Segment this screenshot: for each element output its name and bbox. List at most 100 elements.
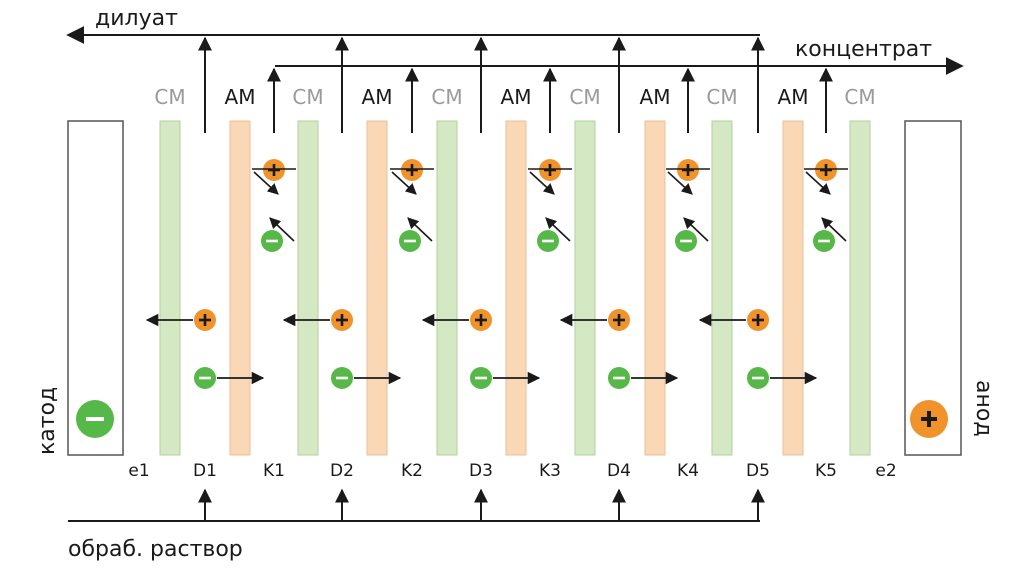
anion-reject-arrow bbox=[545, 217, 558, 230]
cation-reject-arrow bbox=[667, 171, 693, 195]
ion-sign-v bbox=[548, 164, 552, 176]
cation-diluate bbox=[470, 309, 492, 331]
cation-reject-arrow bbox=[391, 171, 417, 195]
anode-label: анод bbox=[971, 380, 996, 437]
chamber-label-d3: D3 bbox=[469, 461, 493, 481]
diluate-label: дилуат bbox=[95, 6, 178, 31]
ion-sign-v bbox=[272, 164, 276, 176]
ion-sign-h bbox=[404, 239, 416, 243]
am-label: АМ bbox=[640, 85, 671, 109]
chamber-label-k1: K1 bbox=[263, 461, 285, 481]
ion-sign-v bbox=[410, 164, 414, 176]
ion-sign-h bbox=[542, 239, 554, 243]
cation-membrane bbox=[159, 120, 181, 456]
ion-sign-h bbox=[752, 376, 764, 380]
cm-label: СМ bbox=[292, 85, 323, 109]
cation-diluate bbox=[608, 309, 630, 331]
ion-sign-v bbox=[340, 314, 344, 326]
am-label: АМ bbox=[362, 85, 393, 109]
diluate-outlet: дилуат bbox=[66, 6, 760, 44]
ion-sign-h bbox=[818, 239, 830, 243]
feed-label: обраб. раствор bbox=[68, 537, 243, 562]
feed-inlet: обраб. раствор bbox=[68, 520, 760, 562]
am-label: АМ bbox=[778, 85, 809, 109]
ion-sign-h bbox=[266, 239, 278, 243]
ion-sign-h bbox=[336, 376, 348, 380]
ion-sign-v bbox=[203, 314, 207, 326]
anion-reject-arrow bbox=[407, 217, 420, 230]
ion-sign-v bbox=[756, 314, 760, 326]
cathode-electrode bbox=[67, 120, 124, 456]
chamber-label-e2: e2 bbox=[875, 461, 896, 481]
anion-membrane bbox=[229, 120, 251, 456]
chamber-label-k5: K5 bbox=[815, 461, 837, 481]
chamber-label-e1: e1 bbox=[128, 461, 149, 481]
concentrate-label: концентрат bbox=[795, 37, 932, 62]
chamber-label-k3: K3 bbox=[539, 461, 561, 481]
cation-membrane bbox=[574, 120, 596, 456]
anion-diluate bbox=[608, 367, 630, 389]
anion-membrane bbox=[366, 120, 388, 456]
anion-concentrate bbox=[261, 230, 283, 252]
cation-membrane bbox=[849, 120, 871, 456]
anion-reject-arrow bbox=[821, 217, 834, 230]
cation-diluate bbox=[194, 309, 216, 331]
ion-sign-v bbox=[617, 314, 621, 326]
chamber-labels: e1 D1 K1 D2 K2 D3 K3 D4 K4 D5 K5 e2 bbox=[128, 461, 896, 481]
cation-concentrate bbox=[263, 159, 285, 181]
anion-membrane bbox=[644, 120, 666, 456]
am-label: АМ bbox=[501, 85, 532, 109]
cm-label: СМ bbox=[431, 85, 462, 109]
chamber-label-d2: D2 bbox=[330, 461, 354, 481]
anion-concentrate bbox=[675, 230, 697, 252]
cation-diluate bbox=[331, 309, 353, 331]
chamber-flows bbox=[198, 36, 833, 521]
ion-sign-h bbox=[475, 376, 487, 380]
chamber-label-k4: K4 bbox=[677, 461, 699, 481]
anion-membrane bbox=[782, 120, 804, 456]
cation-reject-arrow bbox=[805, 171, 831, 195]
anion-concentrate bbox=[813, 230, 835, 252]
chamber-label-d1: D1 bbox=[193, 461, 217, 481]
anion-diluate bbox=[470, 367, 492, 389]
cation-membrane bbox=[436, 120, 458, 456]
concentrate-outlet: концентрат bbox=[275, 37, 964, 75]
anion-diluate bbox=[747, 367, 769, 389]
cm-label: СМ bbox=[706, 85, 737, 109]
chamber-label-k2: K2 bbox=[401, 461, 423, 481]
anion-concentrate bbox=[399, 230, 421, 252]
anion-membrane bbox=[505, 120, 527, 456]
cation-diluate bbox=[747, 309, 769, 331]
cation-concentrate bbox=[539, 159, 561, 181]
anion-diluate bbox=[331, 367, 353, 389]
ions bbox=[145, 159, 848, 389]
anion-reject-arrow bbox=[683, 217, 696, 230]
am-label: АМ bbox=[225, 85, 256, 109]
anion-diluate bbox=[194, 367, 216, 389]
ion-sign-v bbox=[686, 164, 690, 176]
ion-sign-h bbox=[613, 376, 625, 380]
cation-concentrate bbox=[677, 159, 699, 181]
chamber-label-d4: D4 bbox=[607, 461, 631, 481]
ion-sign-v bbox=[824, 164, 828, 176]
cation-concentrate bbox=[401, 159, 423, 181]
anion-concentrate bbox=[537, 230, 559, 252]
cation-reject-arrow bbox=[253, 171, 279, 195]
anion-reject-arrow bbox=[269, 217, 282, 230]
cation-membrane bbox=[711, 120, 733, 456]
anode-plus-glyph-v bbox=[927, 411, 931, 427]
cathode-label: катод bbox=[35, 387, 60, 455]
anode-electrode bbox=[904, 120, 962, 456]
ion-sign-h bbox=[199, 376, 211, 380]
cation-membrane bbox=[297, 120, 319, 456]
ion-sign-h bbox=[680, 239, 692, 243]
cm-label: СМ bbox=[154, 85, 185, 109]
ion-sign-v bbox=[479, 314, 483, 326]
cation-concentrate bbox=[815, 159, 837, 181]
cathode-minus-glyph bbox=[86, 417, 104, 421]
cation-reject-arrow bbox=[529, 171, 555, 195]
membranes: СМ СМ СМ СМ СМ СМ АМ АМ АМ АМ АМ bbox=[154, 85, 876, 456]
chamber-label-d5: D5 bbox=[746, 461, 770, 481]
cm-label: СМ bbox=[569, 85, 600, 109]
